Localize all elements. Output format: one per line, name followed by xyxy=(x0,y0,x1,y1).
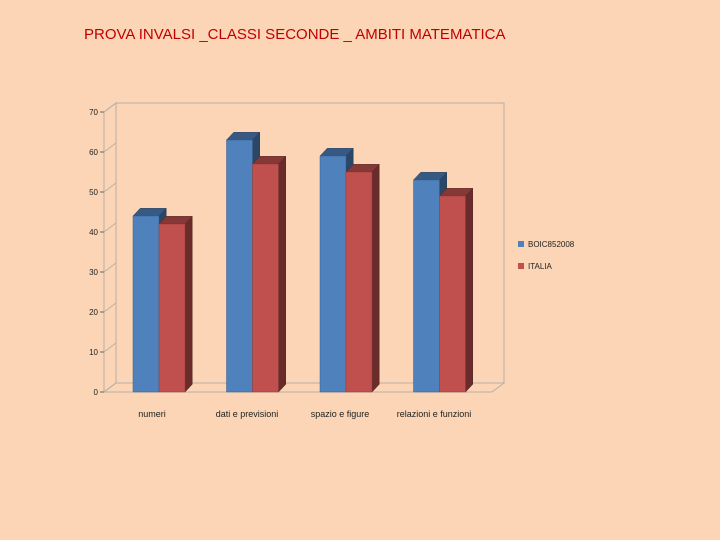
y-tick-label: 0 xyxy=(94,388,99,397)
y-tick-label: 60 xyxy=(89,148,98,157)
legend-swatch xyxy=(518,241,524,247)
y-tick-depth xyxy=(103,222,117,233)
y-tick-label: 30 xyxy=(89,268,98,277)
side-wall xyxy=(103,102,117,393)
legend: BOIC852008 ITALIA xyxy=(518,240,575,271)
bar-side xyxy=(371,163,380,393)
bar-front xyxy=(252,163,279,393)
bar-front xyxy=(345,171,373,393)
x-tick-label: dati e previsioni xyxy=(216,409,279,419)
bar-front xyxy=(158,223,186,393)
bar-front xyxy=(439,195,466,393)
bar-ITALIA-relazioni-e-funzioni xyxy=(438,187,474,393)
back-wall xyxy=(116,102,505,383)
y-tick-depth xyxy=(103,142,117,153)
y-tick-label: 10 xyxy=(89,348,98,357)
bar-front xyxy=(132,215,160,393)
x-tick-label: relazioni e funzioni xyxy=(397,409,472,419)
bar-ITALIA-numeri xyxy=(158,215,193,393)
y-tick-label: 50 xyxy=(89,188,98,197)
y-tick-label: 70 xyxy=(89,108,98,117)
y-tick-depth xyxy=(103,262,117,273)
bar-front xyxy=(319,155,347,393)
y-tick-depth xyxy=(103,302,117,313)
y-tick-label: 40 xyxy=(89,228,98,237)
bar-side xyxy=(465,187,473,393)
bar-ITALIA-dati-e-previsioni xyxy=(251,155,287,393)
y-tick-depth xyxy=(103,102,117,113)
bar-ITALIA-spazio-e-figure xyxy=(345,163,380,393)
bar-side xyxy=(184,215,193,393)
y-tick-label: 20 xyxy=(89,308,98,317)
y-tick-depth xyxy=(103,182,117,193)
y-tick-depth xyxy=(103,382,117,393)
legend-label: ITALIA xyxy=(528,262,553,271)
bars xyxy=(132,131,474,393)
legend-label: BOIC852008 xyxy=(528,240,575,249)
y-axis: 0 10 20 30 40 50 60 70 xyxy=(89,102,117,397)
bar-side xyxy=(278,155,286,393)
legend-swatch xyxy=(518,263,524,269)
x-axis: numeri dati e previsioni spazio e figure re… xyxy=(138,409,471,419)
y-tick-depth xyxy=(103,342,117,353)
chart-title: PROVA INVALSI _CLASSI SECONDE _ AMBITI M… xyxy=(84,26,506,43)
x-tick-label: numeri xyxy=(138,409,166,419)
x-tick-label: spazio e figure xyxy=(311,409,370,419)
bar-front xyxy=(226,139,253,393)
bar-front xyxy=(413,179,440,393)
